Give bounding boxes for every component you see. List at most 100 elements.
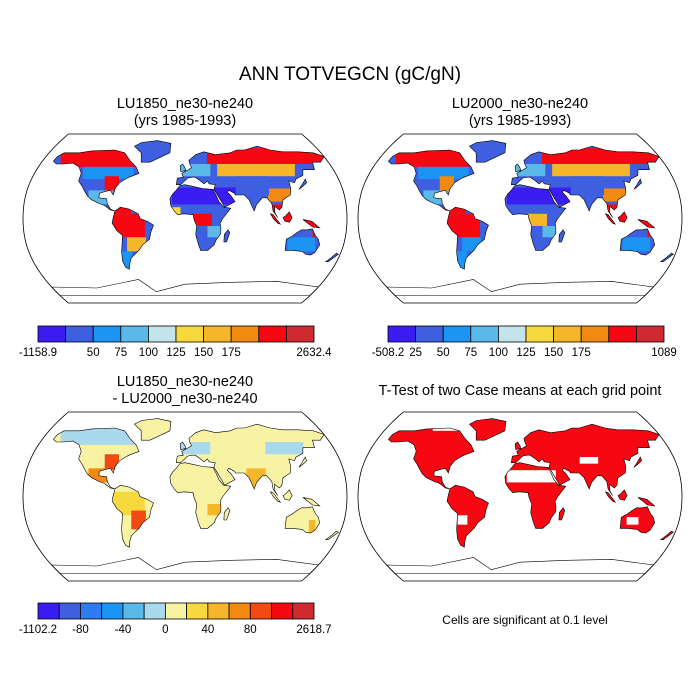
- field-region: [265, 442, 304, 455]
- panel-title-line2: - LU2000_ne30-ne240: [112, 391, 258, 407]
- antarctica: [386, 279, 654, 296]
- colorbar-swatch: [442, 325, 472, 343]
- field-region: [579, 457, 599, 464]
- colorbar-tick-label: 150: [194, 347, 213, 359]
- colorbar-swatch: [175, 325, 205, 343]
- field-region: [113, 491, 145, 516]
- colorbar-tick-label: 100: [489, 347, 508, 359]
- field-region: [552, 164, 630, 177]
- antarctica: [386, 557, 654, 574]
- field-region: [527, 213, 547, 227]
- colorbar-swatch: [80, 602, 103, 620]
- map-frame: [357, 411, 683, 582]
- panel-title-lu2000: LU2000_ne30-ne240 (yrs 1985-1993): [355, 96, 685, 130]
- field-region: [287, 237, 316, 252]
- colorbar-swatch: [65, 325, 94, 343]
- panel-title-line2: (yrs 1985-1993): [133, 113, 237, 129]
- colorbar-swatch: [122, 602, 145, 620]
- colorbar-tick-label: 175: [222, 347, 241, 359]
- colorbar-swatch: [271, 602, 294, 620]
- antarctica: [51, 279, 319, 296]
- colorbar-tick-label: -508.2: [372, 347, 405, 359]
- colorbar-swatch: [120, 325, 149, 343]
- colorbar-tick-label: -80: [72, 624, 89, 636]
- colorbar-tick-label: 100: [139, 347, 158, 359]
- colorbar-swatch: [230, 325, 260, 343]
- colorbar-tick-label: 150: [544, 347, 563, 359]
- colorbar-swatch: [249, 602, 272, 620]
- map-ttest: [357, 411, 683, 582]
- colorbar-tick-label: 75: [114, 347, 127, 359]
- coastlines: [50, 418, 340, 574]
- coastlines: [50, 140, 340, 296]
- field-region: [108, 204, 132, 214]
- field-region: [457, 515, 468, 525]
- colorbar-swatch: [497, 325, 527, 343]
- colorbar-lu1850: -1158.9 50 75 100 125 150 175 2632.4: [19, 325, 332, 359]
- colorbar-tick-label: 1089: [651, 347, 677, 359]
- panel-title-line2: (yrs 1985-1993): [468, 113, 572, 129]
- colorbar-swatch: [92, 325, 122, 343]
- colorbar-swatch: [553, 325, 582, 343]
- panel-title-difference: LU1850_ne30-ne240 - LU2000_ne30-ne240: [20, 374, 350, 408]
- colorbar-tick-label: 40: [201, 624, 214, 636]
- colorbar-swatch: [525, 325, 555, 343]
- map-frame: [22, 133, 348, 304]
- colorbar-swatch: [292, 602, 315, 620]
- colorbar-swatch: [143, 602, 166, 620]
- map-frame: [357, 133, 683, 304]
- map-lu2000: [357, 133, 683, 304]
- colorbar-swatch: [101, 602, 124, 620]
- page-title: ANN TOTVEGCN (gC/gN): [238, 64, 462, 85]
- field-region: [207, 504, 221, 516]
- colorbar-tick-label: -40: [115, 624, 132, 636]
- panel-title-line1: LU2000_ne30-ne240: [451, 96, 589, 112]
- colorbar-swatch: [147, 325, 177, 343]
- colorbar-tick-label: 175: [572, 347, 591, 359]
- field-region: [626, 517, 639, 525]
- colorbar-tick-label: 125: [166, 347, 185, 359]
- field-region: [113, 213, 145, 238]
- colorbar-swatch: [415, 325, 444, 343]
- field-region: [570, 176, 605, 196]
- colorbar-swatch: [37, 602, 60, 620]
- colorbar-swatch: [203, 325, 232, 343]
- colorbar-tick-label: 2632.4: [296, 347, 332, 359]
- panel-title-line1: LU1850_ne30-ne240: [116, 96, 254, 112]
- field-region: [235, 176, 270, 196]
- field-region: [418, 166, 469, 180]
- colorbar-lu2000: -508.2 25 50 75 100 125 150 175 1089: [372, 325, 677, 359]
- colorbar-tick-label: 75: [464, 347, 477, 359]
- coastlines: [385, 418, 675, 574]
- colorbar-swatch: [387, 325, 417, 343]
- panel-title-ttest: T-Test of two Case means at each grid po…: [355, 383, 685, 400]
- colorbar-swatch: [186, 602, 209, 620]
- colorbar-tick-label: 50: [437, 347, 450, 359]
- significance-note: Cells are significant at 0.1 level: [442, 613, 608, 627]
- colorbar-swatch: [470, 325, 499, 343]
- colorbar-tick-label: -1158.9: [19, 347, 57, 359]
- colorbar-swatch: [635, 325, 665, 343]
- colorbar-swatch: [207, 602, 230, 620]
- field-region: [506, 470, 556, 483]
- colorbar-swatch: [37, 325, 67, 343]
- colorbar-swatch: [58, 602, 81, 620]
- colorbar-swatch: [285, 325, 315, 343]
- panel-title-line1: T-Test of two Case means at each grid po…: [378, 383, 662, 399]
- field-region: [443, 204, 467, 214]
- colorbar-swatch: [164, 602, 188, 620]
- field-region: [448, 213, 480, 238]
- colorbar-swatch: [608, 325, 637, 343]
- field-region: [207, 226, 221, 238]
- map-lu1850: [22, 133, 348, 304]
- field-region: [506, 187, 574, 205]
- field-region: [308, 519, 316, 535]
- colorbar-tick-label: 2618.7: [296, 624, 331, 636]
- colorbar-tick-label: 50: [87, 347, 100, 359]
- colorbar-tick-label: 125: [516, 347, 535, 359]
- colorbar-swatch: [258, 325, 287, 343]
- colorbar-tick-label: 25: [409, 347, 422, 359]
- panel-title-lu1850: LU1850_ne30-ne240 (yrs 1985-1993): [20, 96, 350, 130]
- coastlines: [385, 140, 675, 296]
- map-difference: [22, 411, 348, 582]
